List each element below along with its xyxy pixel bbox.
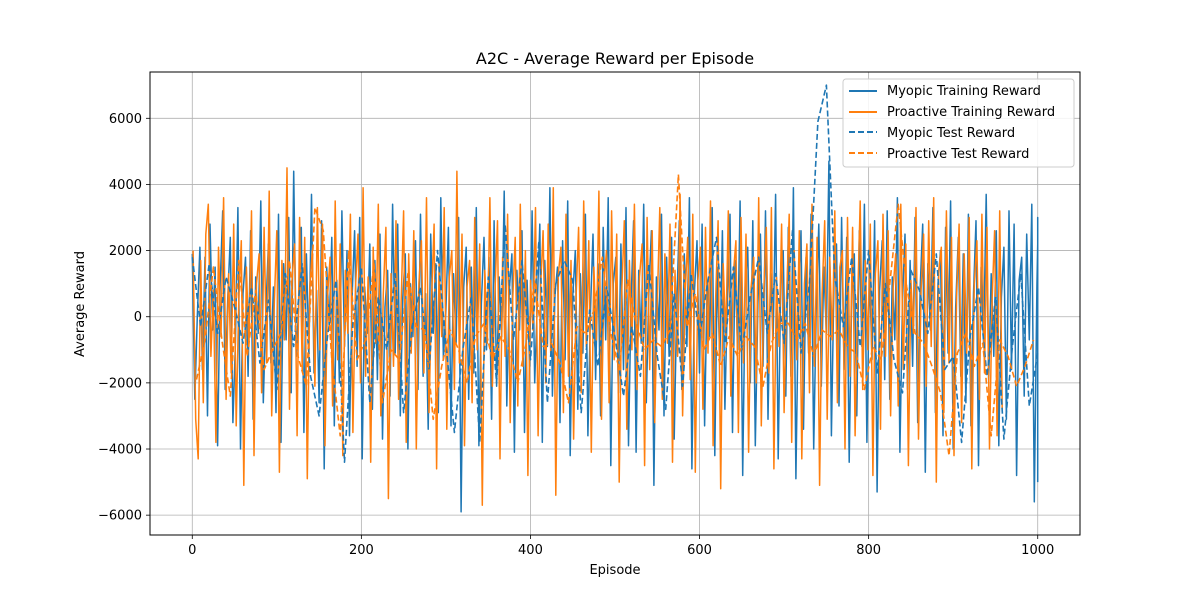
legend-box <box>842 78 1075 168</box>
plot-area-frame <box>149 71 1081 536</box>
y-tick-label: 6000 <box>109 112 142 127</box>
x-tick-label: 800 <box>856 543 881 558</box>
x-axis-label: Episode <box>589 563 640 578</box>
series-line-myopic-test-reward <box>191 84 1039 464</box>
x-tick-label: 1000 <box>1021 543 1054 558</box>
x-tick-label: 0 <box>188 543 196 558</box>
series-layer <box>191 84 1039 513</box>
legend: Myopic Training Reward Proactive Trainin… <box>842 78 1075 168</box>
chart-title: A2C - Average Reward per Episode <box>476 49 754 68</box>
legend-label-myopic-test: Myopic Test Reward <box>887 126 1015 141</box>
x-tick-label: 600 <box>687 543 712 558</box>
y-tick-label: 0 <box>134 310 142 325</box>
y-tick-label: −4000 <box>98 443 142 458</box>
x-axis: 0 200 400 600 800 1000 <box>188 535 1054 558</box>
legend-label-proactive-training: Proactive Training Reward <box>887 105 1055 120</box>
series-line-proactive-test-reward <box>195 173 1035 457</box>
x-tick-label: 400 <box>518 543 543 558</box>
legend-label-myopic-training: Myopic Training Reward <box>887 84 1041 99</box>
y-tick-label: −2000 <box>98 376 142 391</box>
y-tick-label: 4000 <box>109 178 142 193</box>
y-tick-label: 2000 <box>109 244 142 259</box>
legend-label-proactive-test: Proactive Test Reward <box>887 147 1029 162</box>
y-axis: −6000 −4000 −2000 0 2000 4000 6000 <box>98 112 150 524</box>
x-tick-label: 200 <box>349 543 374 558</box>
y-tick-label: −6000 <box>98 509 142 524</box>
y-axis-label: Average Reward <box>73 251 88 357</box>
